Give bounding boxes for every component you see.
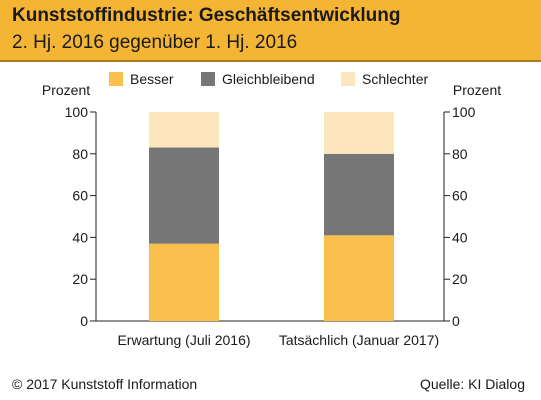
x-category-label-2: Tatsächlich (Januar 2017) — [279, 332, 439, 348]
y-axis-title-left: Prozent — [42, 82, 90, 98]
legend-swatch-gleichbleibend — [201, 72, 215, 86]
chart-title: Kunststoffindustrie: Geschäftsentwicklun… — [12, 5, 401, 26]
y-tick-label-left-20: 20 — [72, 271, 88, 287]
legend-label-gleichbleibend: Gleichbleibend — [222, 71, 315, 87]
bar-schlechter-2 — [324, 112, 394, 154]
legend-swatch-besser — [109, 72, 123, 86]
y-tick-label-right-100: 100 — [452, 104, 476, 120]
y-tick-label-right-40: 40 — [452, 229, 468, 245]
y-tick-label-left-80: 80 — [72, 146, 88, 162]
y-axis-title-right: Prozent — [453, 82, 501, 98]
y-tick-label-right-20: 20 — [452, 271, 468, 287]
bar-schlechter-1 — [149, 112, 219, 148]
y-tick-label-left-40: 40 — [72, 229, 88, 245]
bar-gleichbleibend-1 — [149, 147, 219, 244]
legend-label-schlechter: Schlechter — [362, 71, 428, 87]
source-note: Quelle: KI Dialog — [419, 376, 525, 392]
header-banner: Kunststoffindustrie: Geschäftsentwicklun… — [0, 0, 541, 62]
y-tick-label-left-0: 0 — [80, 313, 88, 329]
y-tick-label-right-0: 0 — [452, 313, 460, 329]
bar-besser-1 — [149, 243, 219, 321]
stacked-bar-chart: Besser Gleichbleibend Schlechter Prozent Pro… — [42, 71, 501, 348]
x-category-label-1: Erwartung (Juli 2016) — [117, 332, 250, 348]
chart-subtitle: 2. Hj. 2016 gegenüber 1. Hj. 2016 — [12, 32, 298, 53]
legend-label-besser: Besser — [130, 71, 174, 87]
y-tick-label-left-60: 60 — [72, 188, 88, 204]
bar-gleichbleibend-2 — [324, 153, 394, 236]
bar-besser-2 — [324, 235, 394, 321]
y-tick-label-right-60: 60 — [452, 188, 468, 204]
y-tick-label-right-80: 80 — [452, 146, 468, 162]
copyright-note: © 2017 Kunststoff Information — [12, 376, 198, 392]
y-tick-label-left-100: 100 — [65, 104, 89, 120]
legend-swatch-schlechter — [341, 72, 355, 86]
